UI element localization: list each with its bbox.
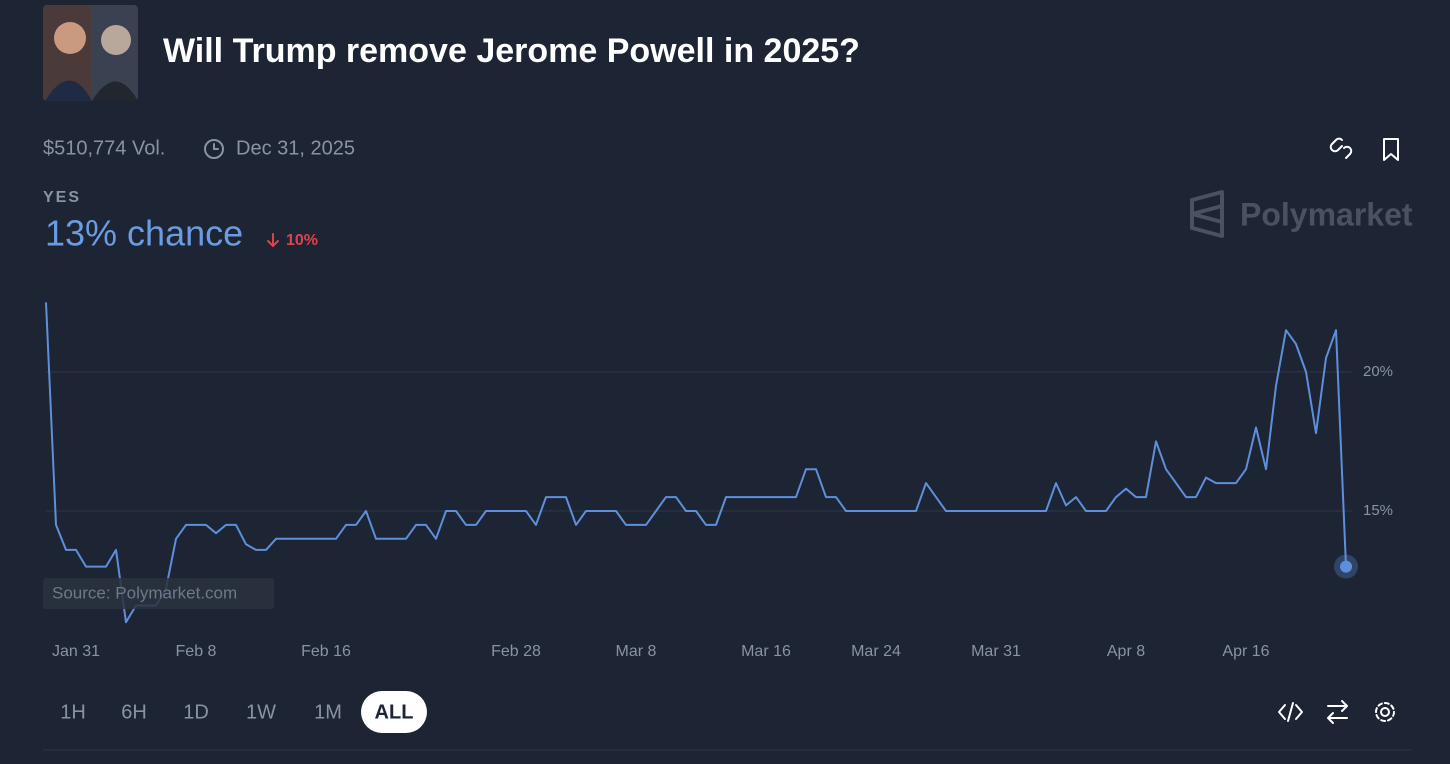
- time-range-button[interactable]: 6H: [121, 701, 147, 723]
- x-tick-label: Mar 31: [971, 643, 1021, 660]
- time-range-button[interactable]: 1H: [60, 701, 86, 723]
- time-range-selector: 1H 6H 1D 1W 1M ALL: [60, 691, 427, 733]
- watermark-logo: [1190, 190, 1224, 238]
- time-range-label: 1D: [183, 701, 209, 723]
- x-tick-label: Mar 24: [851, 643, 901, 660]
- time-range-button[interactable]: 1W: [246, 701, 276, 723]
- price-line: [45, 302, 1347, 624]
- outcome-label: YES: [43, 189, 81, 206]
- outcome-chance: 13% chance: [45, 213, 243, 254]
- end-date: Dec 31, 2025: [236, 137, 355, 159]
- x-tick-label: Feb 28: [491, 643, 541, 660]
- y-tick-label: 15%: [1363, 502, 1393, 519]
- embed-button[interactable]: [1278, 702, 1303, 722]
- x-tick-label: Feb 16: [301, 643, 351, 660]
- time-range-label: 1H: [60, 701, 86, 723]
- time-range-button[interactable]: ALL: [361, 691, 427, 733]
- source-box: [43, 578, 274, 609]
- bookmark-button[interactable]: [1383, 138, 1399, 161]
- x-tick-label: Feb 8: [176, 643, 217, 660]
- price-chart: 15% 20% Jan 31 Feb 8 Feb 16 Feb 28 Mar 8 Mar 16…: [45, 302, 1393, 660]
- x-tick-label: Apr 8: [1107, 643, 1145, 660]
- time-range-button[interactable]: 1D: [183, 701, 209, 723]
- settings-button[interactable]: [1375, 702, 1395, 722]
- swap-button[interactable]: [1327, 700, 1348, 724]
- time-range-label: ALL: [375, 701, 414, 723]
- time-range-label: 6H: [121, 701, 147, 723]
- source: Source: Polymarket.com: [52, 583, 237, 602]
- time-range-label: 1M: [314, 701, 342, 723]
- time-range-label: 1W: [246, 701, 276, 723]
- x-tick-label: Mar 8: [616, 643, 657, 660]
- selected-pill: [361, 691, 427, 733]
- down-arrow: [267, 233, 279, 248]
- x-tick-label: Jan 31: [52, 643, 100, 660]
- link-button[interactable]: [1329, 137, 1353, 159]
- x-tick-label: Apr 16: [1222, 643, 1269, 660]
- volume: $510,774 Vol.: [43, 137, 165, 159]
- y-tick-label: 20%: [1363, 363, 1393, 380]
- clock-icon: [204, 139, 224, 159]
- market-thumbnail: [43, 5, 138, 101]
- outcome-change: 10%: [286, 232, 318, 249]
- market-title: Will Trump remove Jerome Powell in 2025?: [163, 32, 860, 70]
- watermark: Polymarket: [1240, 196, 1413, 232]
- x-tick-label: Mar 16: [741, 643, 791, 660]
- end-marker: [1340, 560, 1352, 573]
- time-range-button[interactable]: 1M: [314, 701, 342, 723]
